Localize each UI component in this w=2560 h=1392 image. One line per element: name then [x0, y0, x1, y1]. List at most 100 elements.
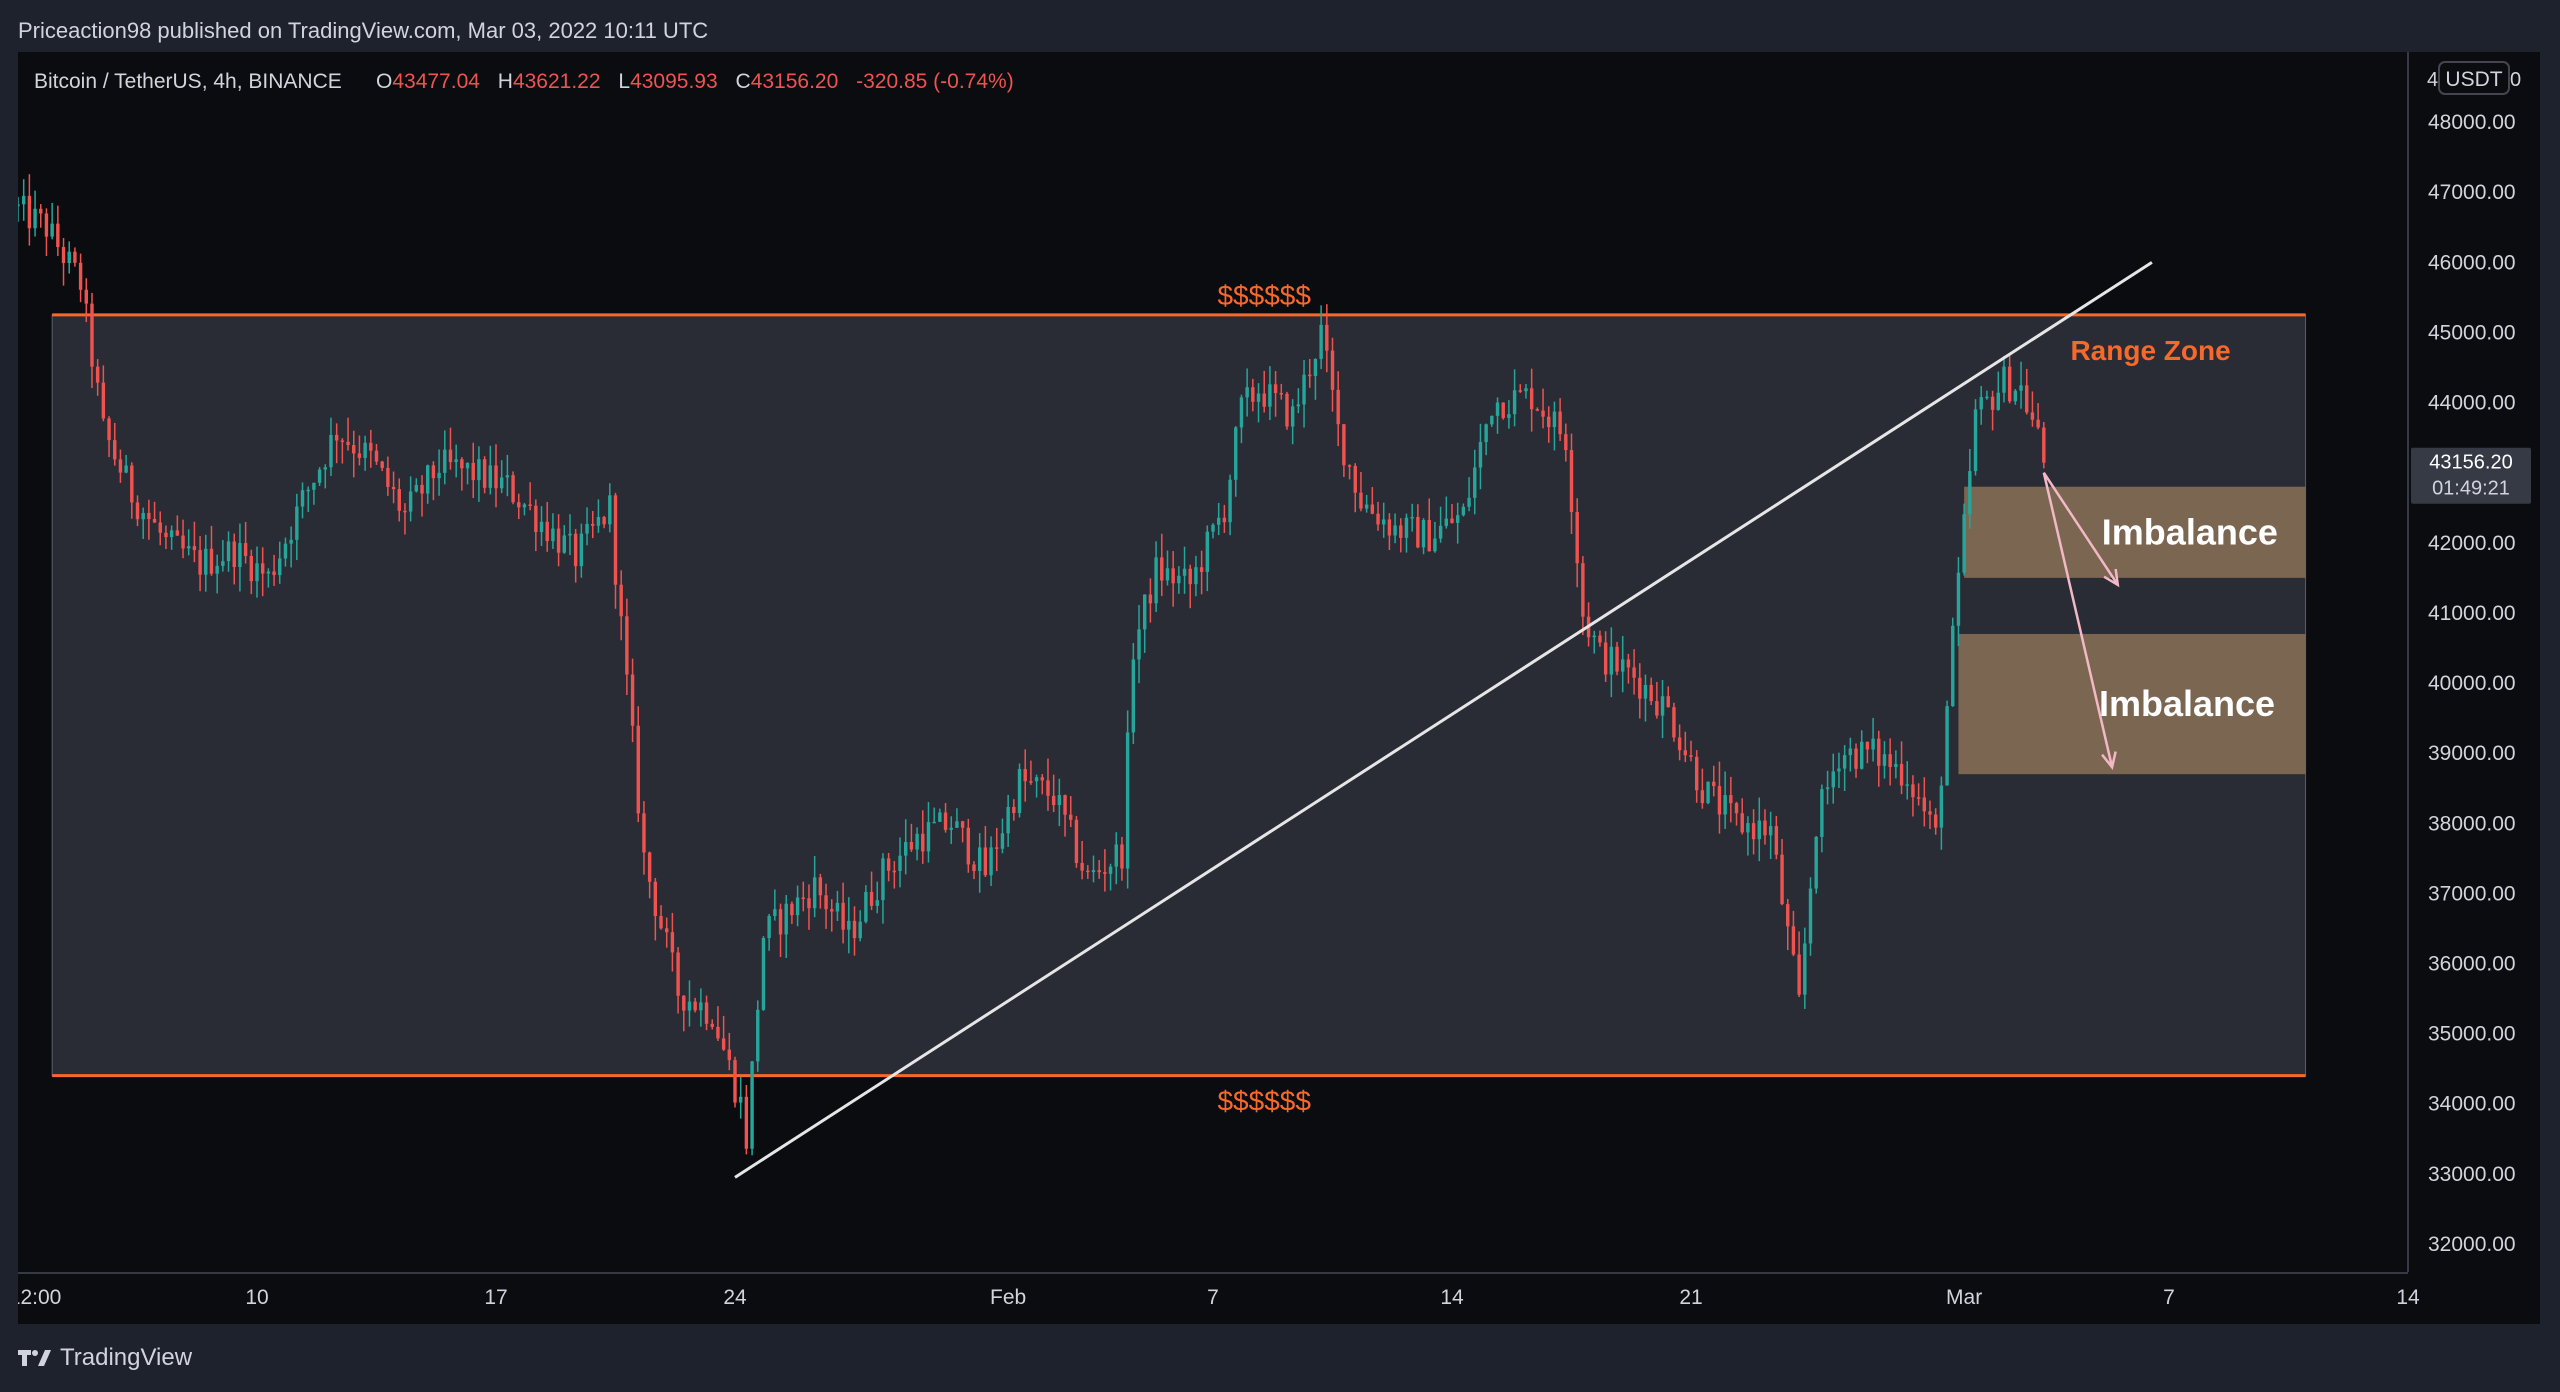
x-tick-label: Mar — [1946, 1286, 1982, 1309]
range-zone-label: Range Zone — [2070, 335, 2230, 366]
candle-body — [1262, 393, 1266, 407]
candle-body — [2036, 419, 2040, 428]
candle-body — [232, 541, 236, 568]
drawings-layer[interactable]: Range Zone $$$$$$ $$$$$$ Imbalance Imbalance — [734, 261, 2278, 1179]
candle-body — [420, 484, 424, 494]
candle-body — [266, 571, 271, 574]
candle-body — [380, 461, 384, 468]
candle-body — [505, 475, 510, 478]
candle-body — [1911, 784, 1915, 798]
candle-body — [1393, 525, 1397, 536]
candle-body — [323, 467, 327, 470]
candle-body — [1990, 396, 1995, 410]
candle-body — [1951, 625, 1955, 707]
candle-body — [1006, 806, 1010, 834]
candle-body — [215, 565, 219, 574]
candle-body — [1228, 479, 1232, 523]
candle-body — [1939, 785, 1944, 828]
imbalance-zone — [1964, 486, 2306, 578]
candle-body — [1626, 659, 1631, 668]
chart-frame[interactable]: Range Zone $$$$$$ $$$$$$ Imbalance Imbalance… — [18, 52, 2540, 1324]
candle-body — [1871, 738, 1875, 750]
candle-body — [187, 546, 191, 549]
candle-body — [1353, 465, 1357, 493]
candle-body — [1182, 568, 1187, 576]
candle-body — [1057, 795, 1062, 806]
currency-selector[interactable]: 4 0 USDT — [2427, 61, 2521, 95]
candle-body — [95, 366, 100, 383]
candle-body — [1290, 406, 1295, 427]
tradingview-logo[interactable]: TradingView — [18, 1344, 192, 1372]
candle-body — [1609, 646, 1614, 675]
candle-body — [209, 548, 214, 574]
candlestick-chart[interactable]: Range Zone $$$$$$ $$$$$$ Imbalance Imbalance… — [18, 52, 2540, 1324]
candle-body — [1404, 517, 1409, 538]
x-tick-label: Feb — [990, 1286, 1026, 1309]
candle-body — [1211, 524, 1215, 532]
time-axis[interactable]: 12:00 10 17 24 Feb 7 14 21 Mar 7 14 — [18, 1272, 2420, 1309]
legend-high: 43621.22 — [513, 70, 601, 93]
candle-body — [397, 489, 401, 511]
candle-body — [852, 920, 857, 939]
candle-body — [1347, 465, 1352, 467]
candle-body — [744, 1096, 749, 1149]
candle-body — [147, 512, 151, 519]
candle-body — [289, 539, 293, 544]
candle-body — [50, 223, 54, 237]
candle-body — [141, 512, 145, 520]
x-tick-label: 14 — [2396, 1286, 2420, 1309]
candle-body — [1615, 646, 1619, 672]
candle-body — [1774, 826, 1779, 855]
candle-body — [107, 418, 111, 441]
candle-body — [1154, 557, 1158, 604]
symbol-legend[interactable]: Bitcoin / TetherUS, 4h, BINANCE O43477.0… — [34, 70, 1014, 93]
candle-body — [1382, 519, 1386, 525]
candle-body — [1638, 677, 1642, 699]
projection-arrow — [2042, 472, 2119, 586]
candle-body — [340, 440, 345, 442]
legend-high-label: H — [498, 70, 513, 93]
range-zone-box — [51, 314, 2307, 1077]
candle-body — [995, 847, 999, 849]
candle-body — [431, 465, 436, 479]
candle-body — [1945, 706, 1949, 786]
candle-body — [926, 822, 931, 852]
last-price-tag: 43156.20 01:49:21 — [2411, 447, 2531, 504]
y-tick-label: 35000.00 — [2428, 1023, 2516, 1046]
candle-body — [1444, 518, 1449, 526]
candle-body — [1029, 781, 1033, 783]
candle-body — [164, 532, 168, 538]
candle-body — [1495, 402, 1500, 416]
candle-body — [1746, 823, 1750, 833]
candle-body — [1706, 781, 1710, 804]
candle-body — [363, 442, 367, 458]
candle-body — [1842, 755, 1847, 769]
y-tick-label: 34000.00 — [2428, 1093, 2516, 1116]
candle-body — [670, 932, 675, 953]
legend-low-label: L — [618, 70, 630, 93]
candle-body — [1933, 814, 1938, 828]
x-tick-label: 24 — [723, 1286, 747, 1309]
candle-body — [1308, 374, 1312, 377]
candle-body — [1034, 777, 1039, 782]
candle-body — [1877, 738, 1881, 766]
candle-body — [647, 852, 652, 882]
candle-body — [1689, 755, 1693, 757]
candle-body — [488, 465, 493, 488]
candle-body — [528, 504, 532, 506]
candle-body — [494, 465, 498, 489]
x-tick-label: 10 — [245, 1286, 268, 1309]
candle-body — [653, 881, 658, 917]
candle-body — [2013, 390, 2018, 402]
candle-body — [642, 813, 646, 853]
candle-body — [283, 543, 288, 559]
candle-body — [1080, 863, 1084, 871]
price-axis[interactable]: 48000.00 47000.00 46000.00 45000.00 44000.00… — [2407, 52, 2516, 1272]
y-tick-label: 42000.00 — [2428, 532, 2516, 555]
candle-body — [1051, 795, 1056, 806]
candle-body — [824, 895, 828, 910]
candle-body — [1518, 390, 1522, 392]
candle-body — [1177, 575, 1181, 584]
candle-body — [636, 725, 640, 814]
candle-body — [1285, 393, 1289, 427]
